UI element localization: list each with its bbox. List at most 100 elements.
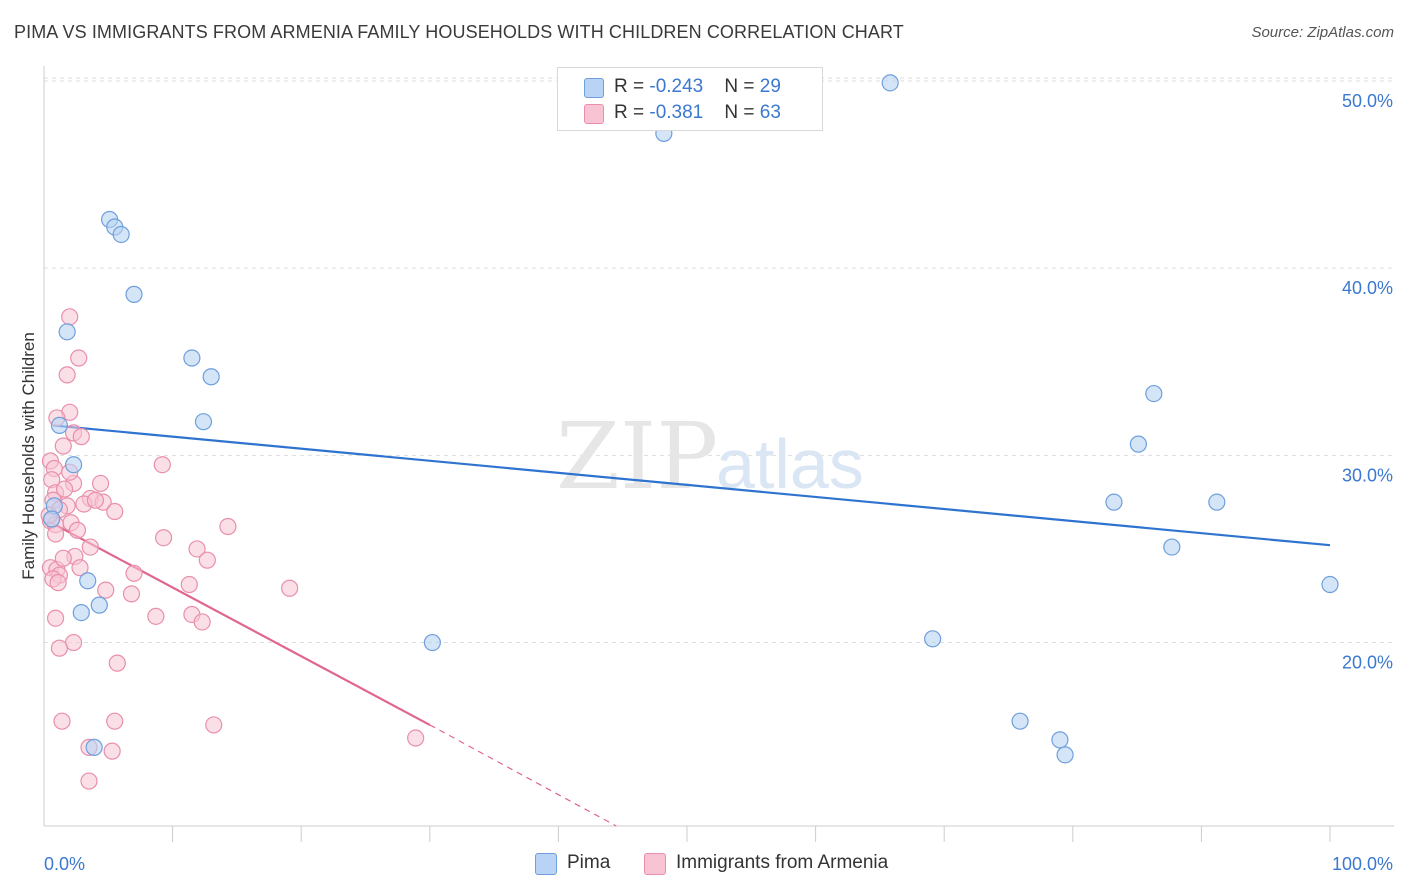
pima-trend-line [52,424,1331,547]
pima-point [202,368,220,386]
pima-point [1129,435,1147,453]
armenia-point [219,517,237,536]
y-tick-labels: 20.0% 30.0% 40.0% 50.0% [1342,91,1393,673]
pima-point [1163,538,1181,556]
pima-point [1056,746,1074,764]
armenia-trend-line [47,519,431,726]
legend-pima-n-label: N = [724,76,760,97]
watermark: ZIP atlas [556,403,864,510]
pima-point [194,413,213,431]
armenia-point [125,564,143,582]
armenia-point [205,716,223,734]
chart-title: PIMA VS IMMIGRANTS FROM ARMENIA FAMILY H… [14,22,904,42]
pima-point [881,74,899,92]
armenia-point [103,742,121,760]
armenia-point [55,480,74,498]
gridlines [44,77,1394,644]
armenia-point [122,585,141,603]
armenia-point [193,613,211,631]
armenia-point [54,437,72,455]
armenia-point [86,491,105,509]
y-tick-label: 30.0% [1342,465,1393,485]
armenia-point [97,581,115,599]
armenia-point [106,502,124,521]
legend-armenia-r-label: R = [614,102,650,123]
armenia-point [54,549,72,567]
armenia-point [72,428,90,446]
armenia-point [61,308,79,326]
armenia-point [46,609,65,627]
armenia-point [80,772,98,790]
bottom-pima-swatch [535,853,557,875]
armenia-point [58,366,76,384]
pima-point [90,596,108,614]
armenia-point [91,474,110,493]
pima-point [1145,384,1163,403]
pima-point [1105,493,1123,511]
pima-point [112,225,130,244]
armenia-swatch [584,104,604,124]
legend-pima-n-value: 29 [759,76,781,97]
pima-swatch [584,78,604,98]
pima-point [50,416,69,435]
pima-point [125,285,143,303]
y-tick-label: 50.0% [1342,91,1393,111]
armenia-point [46,525,65,543]
armenia-point [81,538,99,556]
armenia-point [50,639,69,657]
bottom-pima-label: Pima [567,852,611,873]
armenia-points [40,308,425,790]
y-tick-label: 40.0% [1342,278,1393,298]
x-tick-label: 0.0% [44,854,85,874]
pima-point [79,572,97,590]
armenia-point [71,559,89,577]
pima-point [1208,493,1226,511]
pima-point [183,349,201,367]
legend-pima-r-value: -0.243 [649,76,704,97]
pima-point [85,738,103,756]
armenia-point [198,551,216,569]
pima-point [1051,731,1069,749]
y-axis-label: Family Households with Children [19,332,38,580]
bottom-legend-armenia: Immigrants from Armenia [644,852,944,876]
legend-pima-r-label: R = [614,76,650,97]
legend-armenia-n-label: N = [724,102,760,123]
x-tick-labels: 0.0% 100.0% [44,854,1393,874]
y-tick-label: 20.0% [1342,653,1393,673]
pima-point [58,323,76,341]
pima-point [1321,575,1339,594]
armenia-point [188,540,206,558]
armenia-point [106,712,124,730]
bottom-armenia-swatch [644,853,666,875]
pima-point [1011,712,1029,730]
pima-point [924,630,942,648]
armenia-point [53,712,71,730]
watermark-zip: ZIP [556,403,718,510]
armenia-point [147,607,165,625]
bottom-armenia-label: Immigrants from Armenia [676,852,889,873]
armenia-point [49,574,67,592]
armenia-point [180,575,198,594]
armenia-point [153,456,171,474]
pima-point [423,633,441,652]
pima-point [72,604,90,622]
x-tick-label: 100.0% [1332,854,1393,874]
armenia-point [407,729,425,747]
legend-armenia-r-value: -0.381 [649,102,704,123]
armenia-trend-extension [429,724,617,827]
armenia-point [68,521,87,539]
axes [43,66,1394,842]
source-label: Source: ZipAtlas.com [1251,24,1394,41]
legend-armenia-n-value: 63 [759,102,781,123]
pima-points [43,74,1339,764]
pima-point [43,510,61,528]
armenia-point [70,349,88,367]
armenia-point [108,654,126,672]
watermark-atlas: atlas [716,425,864,503]
correlation-legend: R = -0.243 N = 29 R = -0.381 N = 63 [557,67,823,131]
bottom-legend-pima: Pima [535,852,645,876]
armenia-point [154,529,173,547]
trend-lines [47,424,1331,827]
pima-point [64,456,83,474]
